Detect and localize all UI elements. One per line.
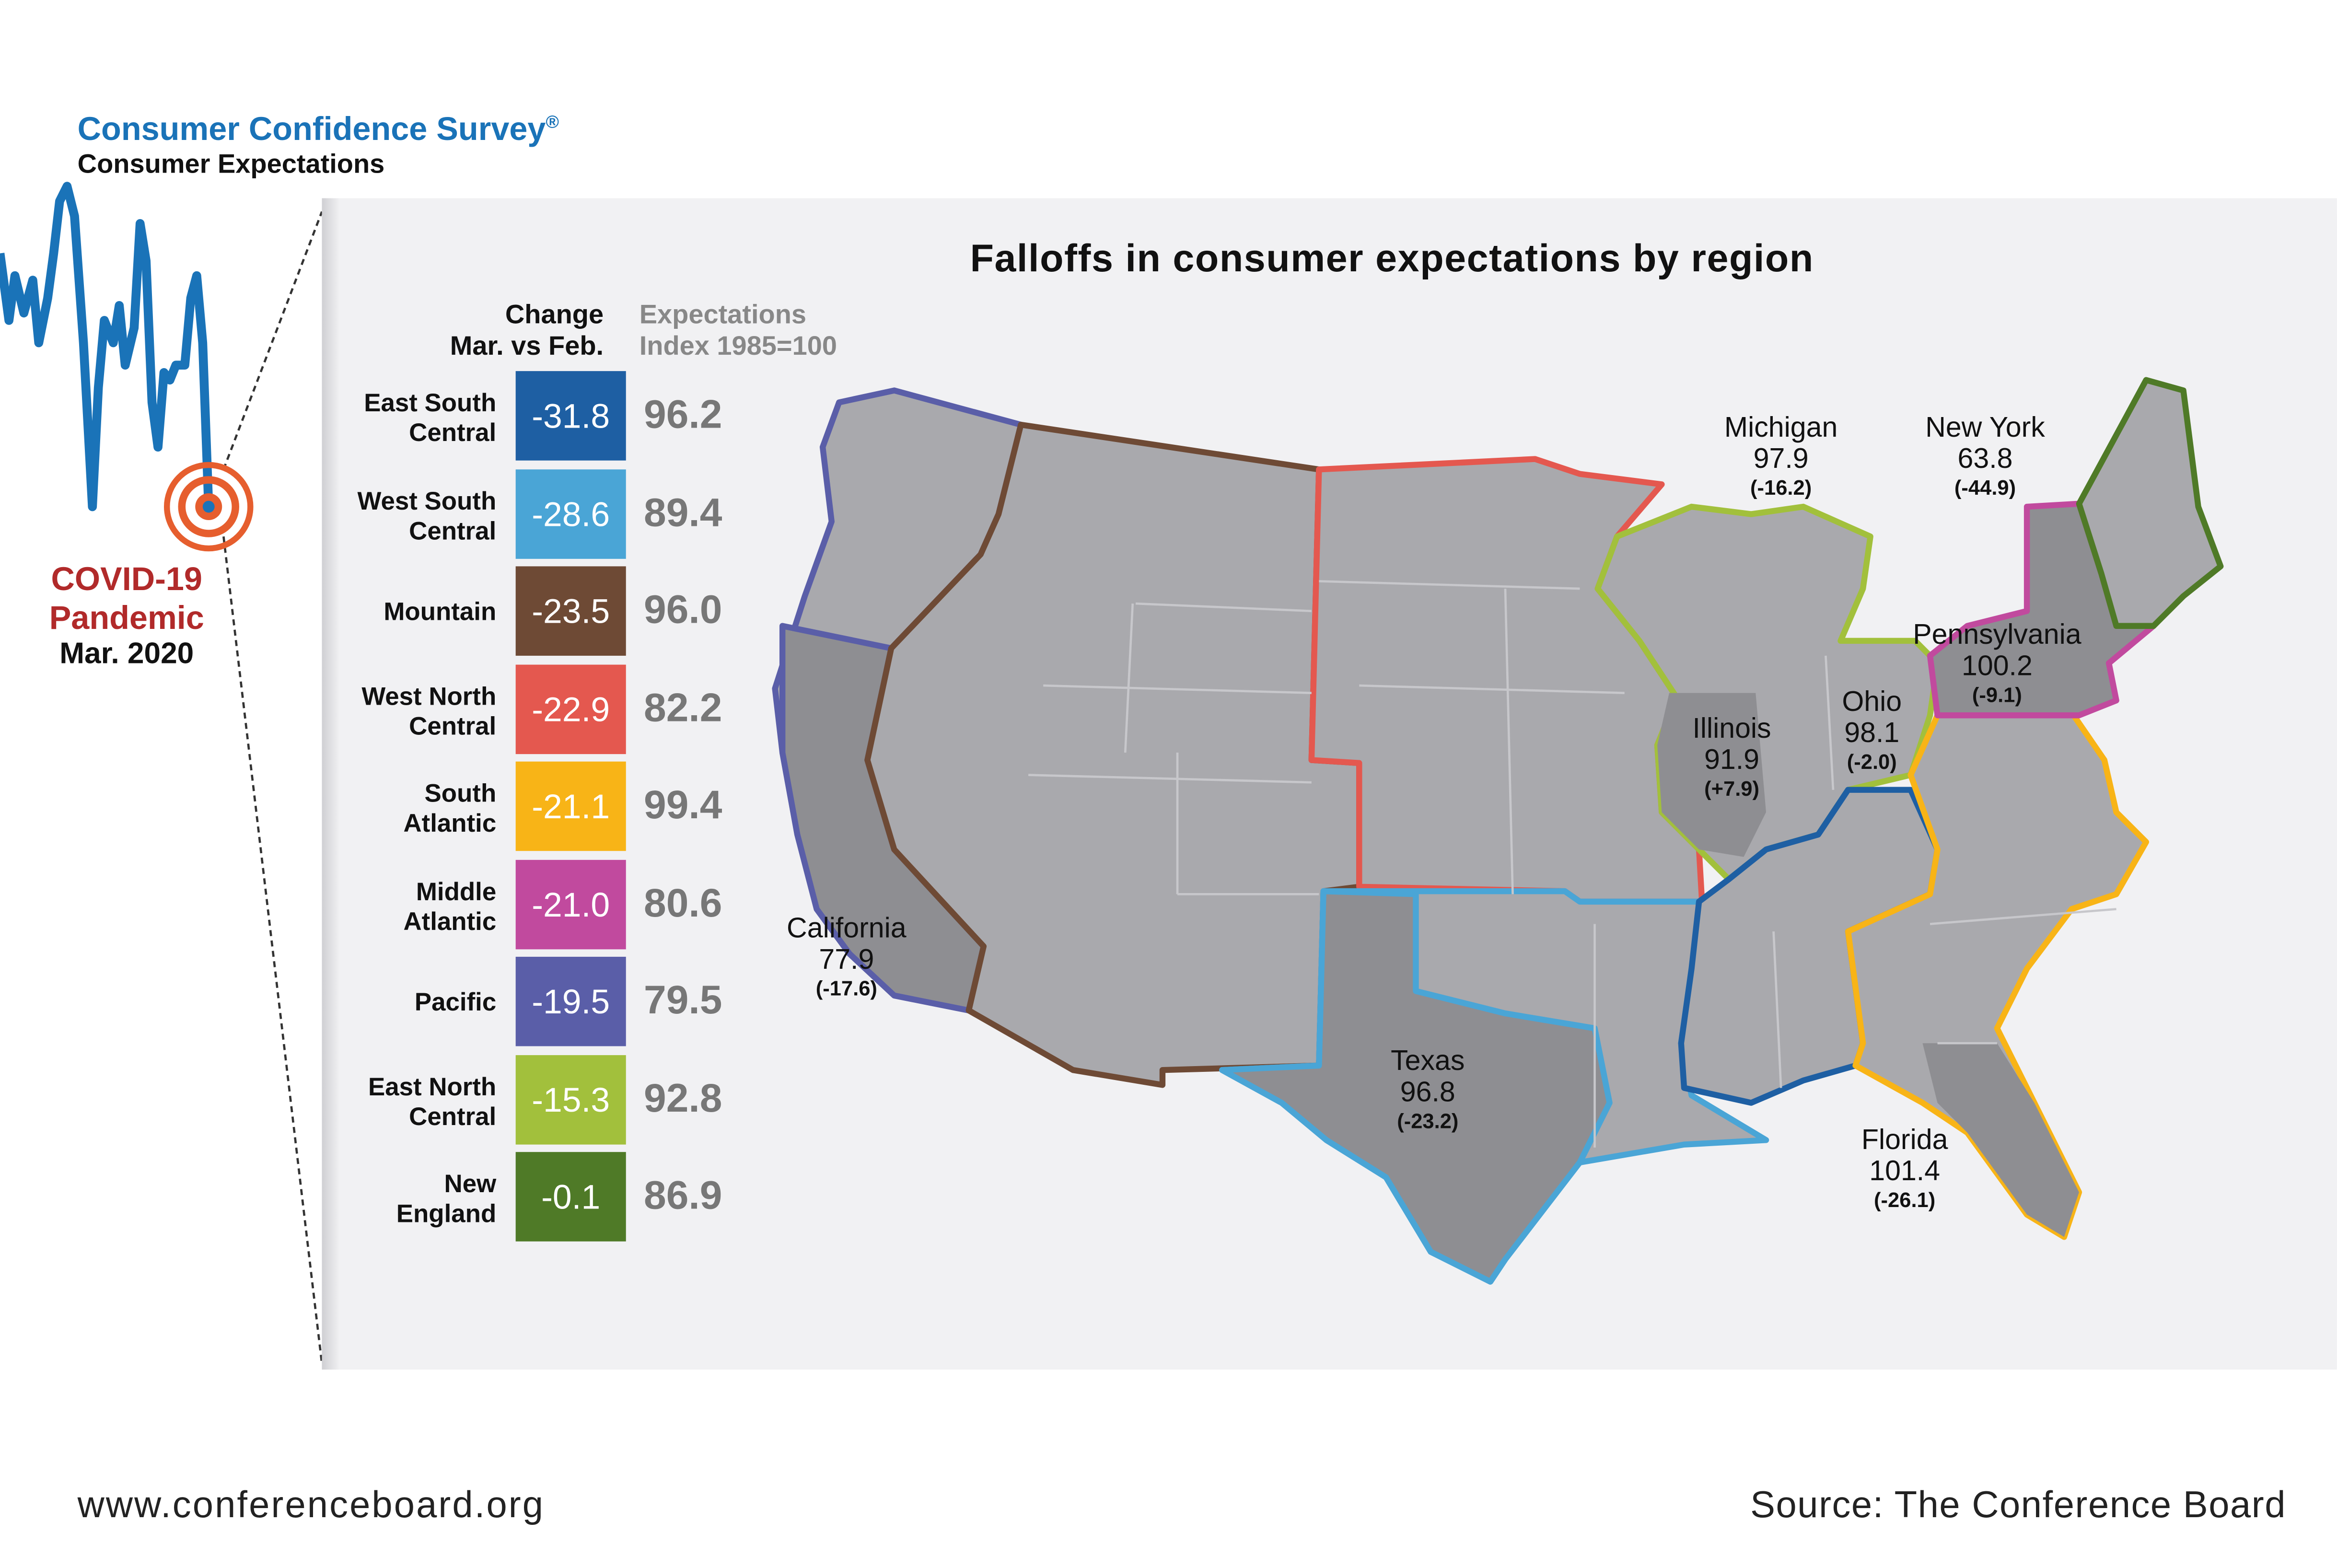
index-value: 99.4: [644, 782, 722, 827]
region-south-atlantic: [1845, 709, 2150, 1240]
footer-source: Source: The Conference Board: [1750, 1484, 2287, 1526]
change-swatch: -28.6: [515, 468, 626, 558]
region-label: South Atlantic: [403, 779, 497, 838]
expectations-sparkline: [0, 182, 323, 1364]
brand-title: Consumer Confidence Survey®: [77, 110, 559, 148]
index-value: 96.0: [644, 587, 722, 632]
change-swatch: -22.9: [515, 664, 626, 754]
region-new-england: [2076, 377, 2224, 629]
footer-url[interactable]: www.conferenceboard.org: [77, 1484, 545, 1526]
index-value: 82.2: [644, 685, 722, 730]
change-swatch: -19.5: [515, 956, 626, 1046]
state-label-florida: Florida 101.4 (-26.1): [1861, 1125, 1948, 1212]
change-swatch: -21.1: [515, 761, 626, 851]
change-swatch: -21.0: [515, 859, 626, 949]
state-label-new-york: New York 63.8 (-44.9): [1925, 413, 2045, 499]
brand-subtitle: Consumer Expectations: [77, 149, 385, 179]
panel-shadow: [322, 198, 340, 1370]
state-label-ohio: Ohio 98.1 (-2.0): [1842, 687, 1902, 774]
change-header: Change Mar. vs Feb.: [450, 299, 604, 361]
index-value: 92.8: [644, 1075, 722, 1120]
index-value: 79.5: [644, 977, 722, 1022]
index-value: 89.4: [644, 489, 722, 534]
state-label-illinois: Illinois 91.9 (+7.9): [1692, 714, 1771, 801]
region-label: Pacific: [414, 988, 497, 1017]
covid-label: COVID-19 Pandemic: [49, 560, 204, 637]
region-label: East South Central: [364, 389, 497, 447]
us-map: [772, 377, 2224, 1285]
change-swatch: -0.1: [515, 1152, 626, 1242]
index-value: 80.6: [644, 880, 722, 925]
change-swatch: -15.3: [515, 1054, 626, 1144]
index-header: Expectations Index 1985=100: [639, 299, 837, 361]
region-label: New England: [396, 1170, 497, 1228]
change-swatch: -31.8: [515, 371, 626, 461]
index-value: 96.2: [644, 392, 722, 437]
state-label-michigan: Michigan 97.9 (-16.2): [1724, 413, 1838, 499]
state-label-california: California 77.9 (-17.6): [787, 913, 907, 1000]
region-label: West South Central: [357, 487, 497, 545]
region-label: Mountain: [384, 597, 497, 626]
region-label: East North Central: [368, 1072, 497, 1131]
region-label: West North Central: [361, 682, 497, 740]
change-swatch: -23.5: [515, 566, 626, 656]
index-value: 86.9: [644, 1173, 722, 1218]
state-label-pennsylvania: Pennsylvania 100.2 (-9.1): [1913, 620, 2081, 707]
chart-title: Falloffs in consumer expectations by reg…: [970, 235, 1814, 280]
state-label-texas: Texas 96.8 (-23.2): [1391, 1046, 1465, 1133]
covid-date: Mar. 2020: [59, 638, 194, 671]
region-label: Middle Atlantic: [403, 877, 497, 935]
